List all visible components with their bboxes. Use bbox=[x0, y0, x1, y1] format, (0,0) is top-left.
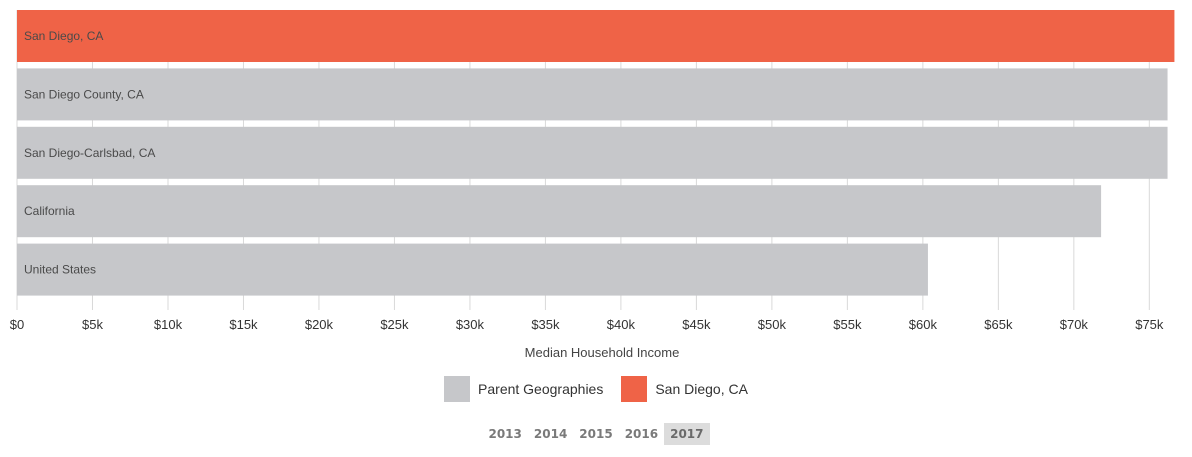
bars: San Diego, CA San Diego County, CA San Die… bbox=[17, 10, 1175, 296]
legend-label-san-diego: San Diego, CA bbox=[655, 381, 748, 397]
x-tick-label: $0 bbox=[10, 317, 24, 332]
year-selector: 2013 2014 2015 2016 2017 bbox=[0, 423, 1192, 445]
legend-item-parent-geographies[interactable]: Parent Geographies bbox=[444, 376, 603, 402]
x-tick-label: $5k bbox=[82, 317, 103, 332]
x-tick-label: $45k bbox=[682, 317, 711, 332]
x-tick-label: $75k bbox=[1135, 317, 1164, 332]
x-tick-label: $40k bbox=[607, 317, 636, 332]
bar-san-diego-carlsbad-ca[interactable] bbox=[17, 126, 1168, 179]
year-button-2015[interactable]: 2015 bbox=[573, 423, 618, 445]
x-tick-label: $65k bbox=[984, 317, 1013, 332]
legend-label-parent: Parent Geographies bbox=[478, 381, 604, 397]
bar-label: San Diego, CA bbox=[24, 29, 103, 43]
bar-united-states[interactable] bbox=[17, 243, 928, 296]
legend-swatch-san-diego bbox=[621, 376, 648, 402]
legend-swatch-parent bbox=[444, 376, 471, 402]
x-tick-label: $25k bbox=[380, 317, 409, 332]
bar-san-diego-ca[interactable] bbox=[17, 10, 1175, 62]
year-button-2013[interactable]: 2013 bbox=[482, 423, 527, 445]
x-tick-label: $50k bbox=[758, 317, 787, 332]
legend-item-san-diego[interactable]: San Diego, CA bbox=[621, 376, 748, 402]
x-axis-ticks: $0 $5k $10k $15k $20k $25k $30k $35k $40k $45k $50… bbox=[10, 317, 1164, 332]
bar-san-diego-county-ca[interactable] bbox=[17, 68, 1168, 121]
x-tick-label: $30k bbox=[456, 317, 485, 332]
year-button-2016[interactable]: 2016 bbox=[619, 423, 664, 445]
bar-label: United States bbox=[24, 263, 96, 277]
bar-label: California bbox=[24, 204, 75, 218]
x-axis-title: Median Household Income bbox=[525, 345, 680, 360]
x-tick-label: $55k bbox=[833, 317, 862, 332]
x-tick-label: $70k bbox=[1060, 317, 1089, 332]
bar-california[interactable] bbox=[17, 185, 1102, 238]
bar-label: San Diego County, CA bbox=[24, 87, 144, 101]
x-tick-label: $10k bbox=[154, 317, 183, 332]
year-button-2017[interactable]: 2017 bbox=[664, 423, 710, 445]
legend: Parent Geographies San Diego, CA bbox=[0, 376, 1192, 402]
year-button-2014[interactable]: 2014 bbox=[528, 423, 573, 445]
x-tick-label: $15k bbox=[229, 317, 258, 332]
x-tick-label: $60k bbox=[909, 317, 938, 332]
x-tick-label: $35k bbox=[531, 317, 560, 332]
bar-chart: San Diego, CA San Diego County, CA San Die… bbox=[10, 10, 1175, 360]
bar-label: San Diego-Carlsbad, CA bbox=[24, 146, 155, 160]
x-tick-label: $20k bbox=[305, 317, 334, 332]
